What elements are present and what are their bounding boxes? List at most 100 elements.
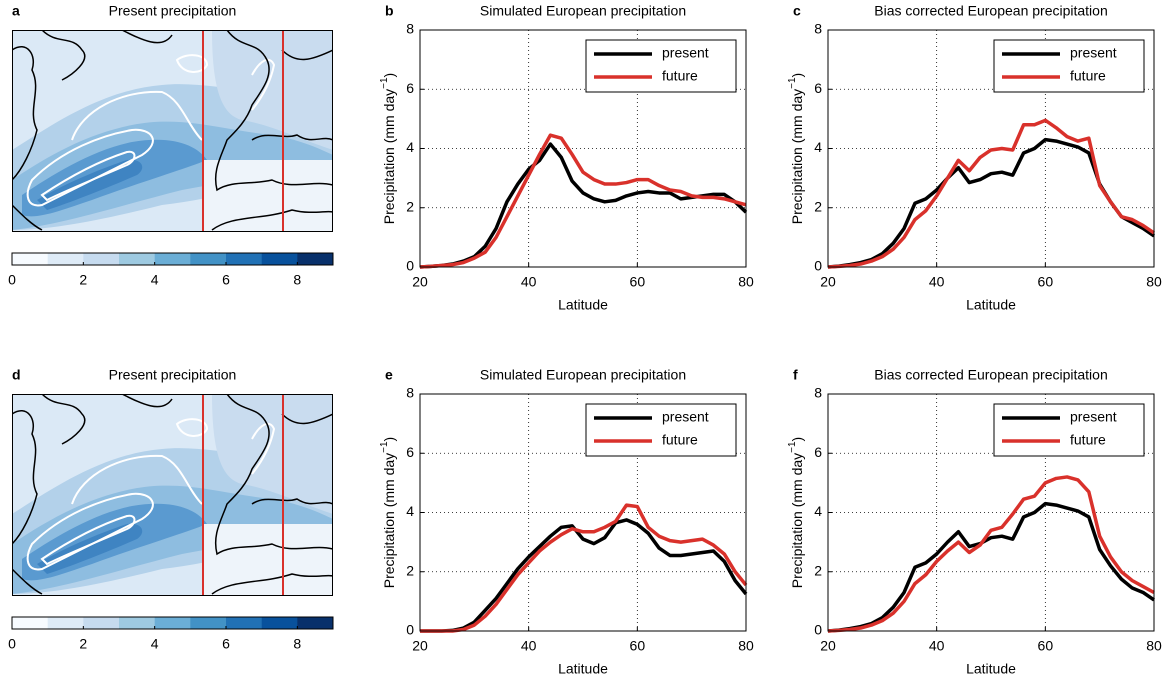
chart-title: Present precipitation — [109, 367, 237, 383]
legend-label: present — [1070, 45, 1117, 61]
y-tick-label: 6 — [814, 444, 822, 460]
colorbar-swatch — [297, 253, 334, 265]
colorbar-frame — [11, 616, 334, 630]
x-tick-label: 80 — [1146, 638, 1162, 654]
chart-title: Simulated European precipitation — [480, 367, 686, 383]
colorbar-tick-label: 6 — [222, 272, 230, 288]
x-tick-label: 20 — [820, 274, 836, 290]
y-tick-label: 8 — [406, 21, 414, 37]
y-tick-label: 2 — [814, 198, 822, 214]
y-axis-label: Precipitation (mm day−1) — [787, 73, 805, 224]
y-axis-label: Precipitation (mm day−1) — [379, 73, 397, 224]
x-tick-label: 40 — [929, 274, 945, 290]
y-axis-label: Precipitation (mm day−1) — [787, 437, 805, 588]
y-axis-label-part: −1 — [379, 77, 390, 89]
y-tick-label: 6 — [406, 80, 414, 96]
x-axis-label: Latitude — [558, 297, 608, 313]
legend-label: future — [662, 432, 698, 448]
colorbar-tick-label: 2 — [79, 272, 87, 288]
x-tick-label: 20 — [412, 638, 428, 654]
colorbar-swatch — [83, 253, 120, 265]
series-line — [827, 475, 1155, 633]
y-tick-label: 4 — [814, 139, 822, 155]
colorbar-swatch — [12, 617, 48, 629]
colorbar-tick-label: 8 — [293, 272, 301, 288]
x-axis-label: Latitude — [966, 661, 1016, 677]
y-tick-label: 4 — [406, 503, 414, 519]
colorbar-swatch — [154, 253, 191, 265]
y-tick-label: 6 — [814, 80, 822, 96]
colorbar-tick-label: 4 — [151, 636, 159, 652]
legend-box — [585, 403, 737, 457]
y-tick-label: 8 — [406, 385, 414, 401]
axes-frame — [419, 29, 747, 268]
y-tick-label: 2 — [406, 562, 414, 578]
x-tick-label: 80 — [1146, 274, 1162, 290]
colorbar-swatch — [297, 617, 334, 629]
x-tick-label: 40 — [521, 274, 537, 290]
map — [12, 394, 333, 596]
colorbar-swatch — [154, 617, 191, 629]
legend-box — [585, 39, 737, 93]
panel-label: a — [12, 3, 20, 19]
colorbar-swatch — [261, 253, 298, 265]
y-tick-label: 2 — [814, 562, 822, 578]
colorbar-tick-label: 4 — [151, 272, 159, 288]
colorbar-tick-label: 6 — [222, 636, 230, 652]
colorbar-swatch — [226, 253, 262, 265]
legend-label: future — [1070, 68, 1106, 84]
y-tick-label: 0 — [814, 622, 822, 638]
y-tick-label: 4 — [406, 139, 414, 155]
colorbar-tick-label: 0 — [8, 636, 16, 652]
chart-title: Bias corrected European precipitation — [874, 3, 1107, 19]
legend-label: present — [1070, 409, 1117, 425]
y-axis-label-part: Precipitation (mm day — [789, 89, 805, 224]
x-tick-label: 60 — [630, 274, 646, 290]
y-tick-label: 6 — [406, 444, 414, 460]
colorbar-swatch — [119, 617, 155, 629]
colorbar-swatch — [190, 253, 227, 265]
panel-label: d — [12, 367, 21, 383]
colorbar-swatch — [47, 253, 84, 265]
chart-title: Present precipitation — [109, 3, 237, 19]
x-tick-label: 60 — [630, 638, 646, 654]
y-axis-label-part: ) — [789, 437, 805, 442]
colorbar-tick-label: 8 — [293, 636, 301, 652]
chart-title: Bias corrected European precipitation — [874, 367, 1107, 383]
y-axis-label-part: ) — [381, 73, 397, 78]
legend-box — [993, 39, 1145, 93]
y-tick-label: 0 — [406, 622, 414, 638]
x-tick-label: 20 — [412, 274, 428, 290]
y-axis-label-part: Precipitation (mm day — [789, 453, 805, 588]
series-line — [827, 118, 1155, 269]
y-tick-label: 8 — [814, 385, 822, 401]
x-tick-label: 80 — [738, 274, 754, 290]
x-tick-label: 40 — [521, 638, 537, 654]
legend-label: present — [662, 409, 709, 425]
legend-box — [993, 403, 1145, 457]
chart-title: Simulated European precipitation — [480, 3, 686, 19]
colorbar-tick-label: 2 — [79, 636, 87, 652]
colorbar-swatch — [47, 617, 84, 629]
x-tick-label: 60 — [1038, 274, 1054, 290]
colorbar-frame — [11, 252, 334, 266]
colorbar-swatch — [83, 617, 120, 629]
y-tick-label: 2 — [406, 198, 414, 214]
y-tick-label: 4 — [814, 503, 822, 519]
legend-label: future — [1070, 432, 1106, 448]
colorbar-swatch — [190, 617, 227, 629]
colorbar-tick-label: 0 — [8, 272, 16, 288]
x-tick-label: 80 — [738, 638, 754, 654]
panel-label: e — [385, 367, 393, 383]
x-tick-label: 40 — [929, 638, 945, 654]
y-axis-label-part: −1 — [379, 441, 390, 453]
y-tick-label: 8 — [814, 21, 822, 37]
y-tick-label: 0 — [406, 258, 414, 274]
y-tick-label: 0 — [814, 258, 822, 274]
axes-frame — [827, 29, 1155, 268]
x-tick-label: 60 — [1038, 638, 1054, 654]
panel-label: f — [793, 367, 798, 383]
x-axis-label: Latitude — [558, 661, 608, 677]
axes-frame — [827, 393, 1155, 632]
